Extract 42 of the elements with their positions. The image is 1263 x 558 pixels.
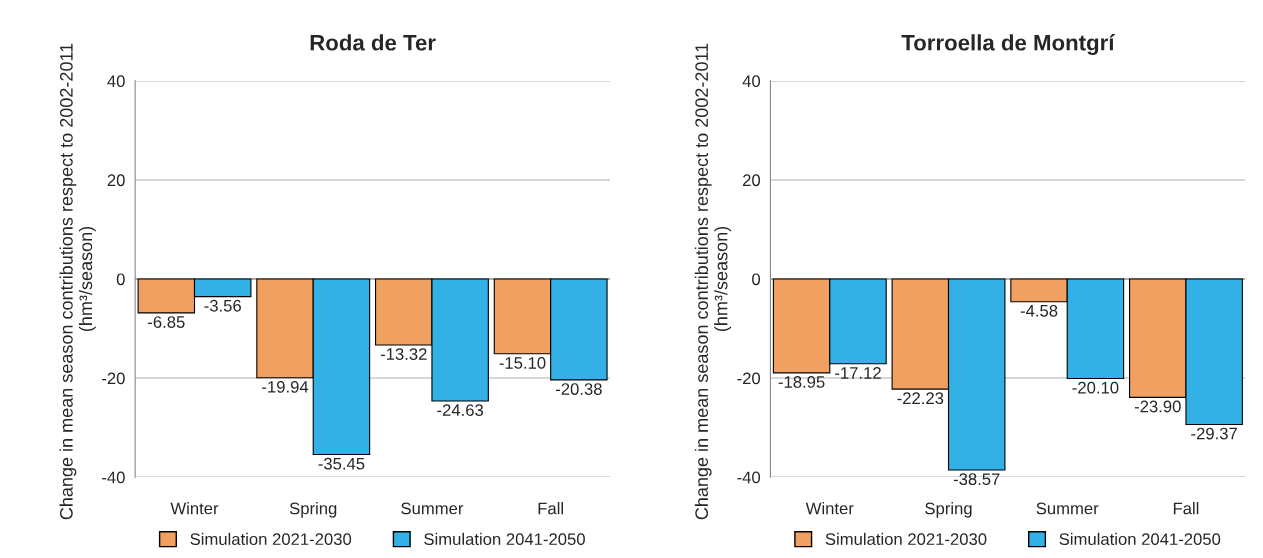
data-label: -20.10 xyxy=(1072,381,1119,394)
x-tick-label: Spring xyxy=(289,502,337,518)
data-label: -23.90 xyxy=(1134,400,1181,413)
legend-label: Simulation 2041-2050 xyxy=(424,532,585,546)
data-label: -22.23 xyxy=(897,392,944,405)
y-tick-label: -40 xyxy=(737,471,761,484)
y-tick-label: 0 xyxy=(752,273,761,286)
x-tick-label: Winter xyxy=(170,502,219,515)
data-label: -3.56 xyxy=(204,299,241,312)
data-label: -38.57 xyxy=(953,473,1000,486)
x-tick-label: Summer xyxy=(1036,502,1099,515)
data-label: -18.95 xyxy=(778,376,825,388)
y-tick-label: 0 xyxy=(116,273,125,286)
data-label: -19.94 xyxy=(262,380,309,393)
chart-title: Torroella de Montgrí xyxy=(901,34,1116,56)
data-label: -6.85 xyxy=(148,316,185,328)
y-tick-label: -20 xyxy=(737,372,761,385)
legend-label: Simulation 2041-2050 xyxy=(1059,532,1221,546)
x-tick-label: Summer xyxy=(401,502,464,515)
y-tick-label: -20 xyxy=(102,372,125,385)
data-label: -35.45 xyxy=(318,457,365,470)
data-label: -29.37 xyxy=(1191,427,1237,440)
y-tick-label: -40 xyxy=(102,471,125,484)
x-tick-label: Spring xyxy=(925,502,972,518)
data-label: -24.63 xyxy=(437,404,484,416)
y-axis-title: Change in mean season contributions respect to 2002-2011 (hm³/season) xyxy=(694,43,732,520)
y-tick-label: 20 xyxy=(743,174,761,187)
data-label: -17.12 xyxy=(835,367,881,379)
x-tick-label: Fall xyxy=(538,502,563,515)
data-label: -13.32 xyxy=(380,348,427,360)
data-label: -4.58 xyxy=(1020,304,1058,317)
data-label: -20.38 xyxy=(555,383,602,395)
x-tick-label: Winter xyxy=(805,502,854,515)
chart-title: Roda de Ter xyxy=(310,34,436,51)
legend-label: Simulation 2021-2030 xyxy=(190,532,352,546)
y-tick-label: 40 xyxy=(742,75,761,88)
y-tick-label: 40 xyxy=(107,75,125,88)
y-tick-label: 20 xyxy=(107,174,125,187)
data-label: -15.10 xyxy=(499,357,546,369)
y-axis-title: Change in mean season contributions respect to 2002-2011 (hm³/season) xyxy=(59,43,96,520)
legend-label: Simulation 2021-2030 xyxy=(825,532,987,546)
x-tick-label: Fall xyxy=(1173,502,1199,515)
